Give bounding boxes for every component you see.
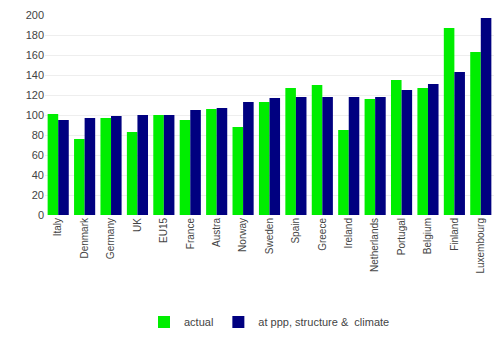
svg-text:Denmark: Denmark	[79, 217, 90, 259]
svg-text:Italy: Italy	[52, 218, 63, 236]
svg-text:France: France	[185, 218, 196, 250]
svg-text:0: 0	[38, 209, 44, 221]
svg-text:Luxembourg: Luxembourg	[475, 218, 486, 274]
svg-text:Austra: Austra	[211, 218, 222, 247]
svg-text:180: 180	[26, 29, 44, 41]
svg-text:Spain: Spain	[290, 218, 301, 244]
svg-text:Norway: Norway	[237, 218, 248, 252]
svg-text:UK: UK	[132, 218, 143, 232]
svg-text:160: 160	[26, 49, 44, 61]
svg-text:EU15: EU15	[158, 218, 169, 243]
svg-text:Germany: Germany	[105, 218, 116, 259]
svg-text:40: 40	[32, 169, 44, 181]
svg-text:100: 100	[26, 109, 44, 121]
svg-text:at ppp, structure & climate: at ppp, structure & climate	[258, 316, 389, 328]
svg-text:Ireland: Ireland	[343, 218, 354, 249]
svg-text:Finland: Finland	[449, 218, 460, 251]
svg-text:Portugal: Portugal	[396, 218, 407, 255]
svg-text:Netherlands: Netherlands	[369, 218, 380, 272]
svg-text:200: 200	[26, 9, 44, 21]
svg-text:Greece: Greece	[317, 218, 328, 251]
svg-text:20: 20	[32, 189, 44, 201]
svg-text:60: 60	[32, 149, 44, 161]
svg-text:Belgium: Belgium	[422, 218, 433, 254]
svg-text:140: 140	[26, 69, 44, 81]
svg-text:actual: actual	[184, 316, 213, 328]
svg-text:120: 120	[26, 89, 44, 101]
svg-text:80: 80	[32, 129, 44, 141]
svg-text:Sweden: Sweden	[264, 218, 275, 254]
